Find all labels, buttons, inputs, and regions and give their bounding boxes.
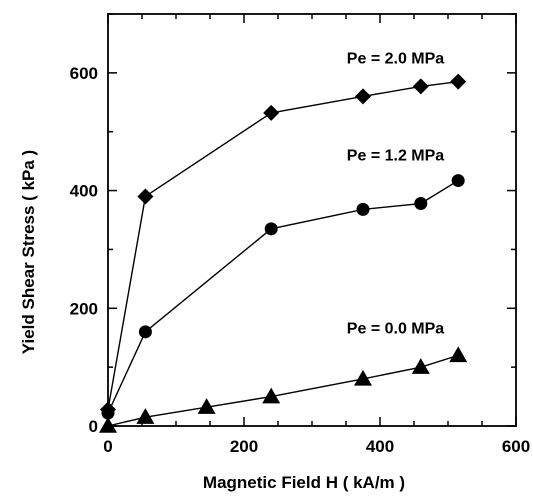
series-group [99,73,468,433]
y-tick-label: 600 [70,64,98,83]
y-tick-label: 200 [70,299,98,318]
triangle-point [411,358,430,374]
triangle-point [262,387,281,404]
series-label: Pe = 1.2 MPa [347,148,444,165]
series-circle [101,174,465,420]
circle-point [451,174,465,188]
circle-point [356,202,370,216]
circle-point [264,222,278,236]
y-axis-label: Yield Shear Stress ( kPa ) [19,150,38,354]
diamond-point [263,104,280,121]
x-tick-label: 200 [230,437,258,456]
series-triangle [99,346,468,433]
series-label: Pe = 2.0 MPa [347,51,444,68]
circle-point [138,325,152,339]
series-line [107,80,459,410]
triangle-point [449,346,468,363]
series-diamond [100,73,467,418]
triangle-point [136,408,155,424]
diamond-point [412,78,429,95]
x-tick-label: 400 [366,437,394,456]
diamond-point [137,188,154,205]
circle-point [414,197,428,211]
triangle-point [197,398,216,414]
triangle-point [354,369,372,386]
series-line [107,179,459,414]
tick-labels: 0 200 400 600 0 200 400 600 [70,64,531,456]
y-tick-label: 0 [89,417,98,436]
series-label: Pe = 0.0 MPa [347,320,444,337]
axis-ticks [107,13,517,427]
x-tick-label: 600 [502,437,530,456]
diamond-point [450,73,467,90]
triangle-point [99,417,117,433]
x-axis-label: Magnetic Field H ( kA/m ) [203,473,405,492]
circle-point [101,406,115,420]
series-line [107,354,459,427]
x-tick-label: 0 [103,437,112,456]
diamond-point [355,88,371,105]
y-tick-label: 400 [70,182,98,201]
series-labels: Pe = 2.0 MPa Pe = 1.2 MPa Pe = 0.0 MPa [347,51,444,338]
